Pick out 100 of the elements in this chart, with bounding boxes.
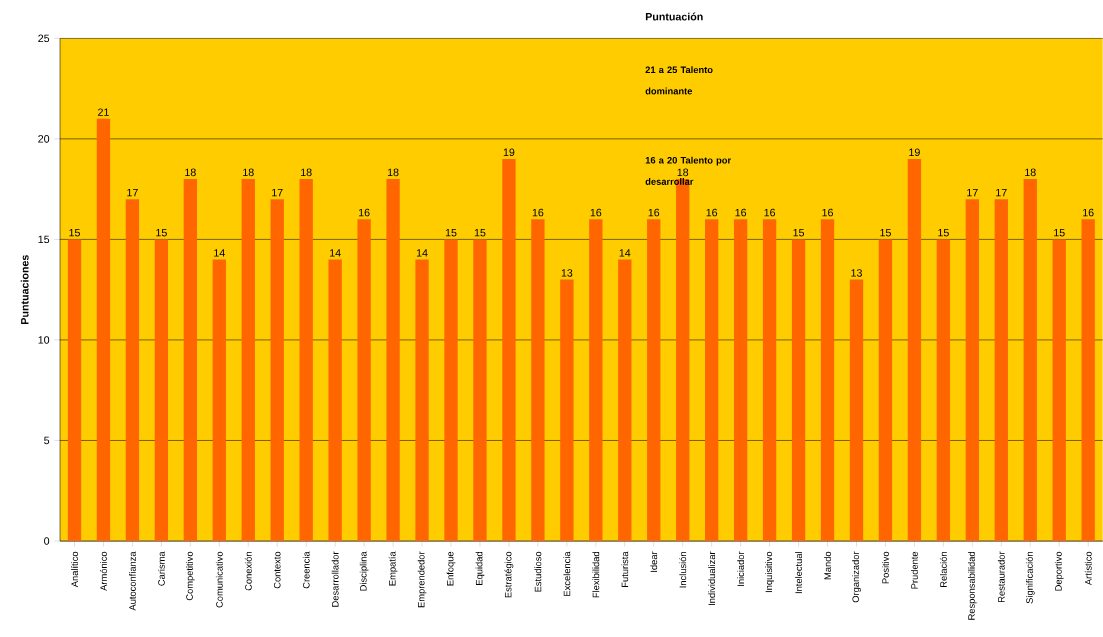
data-label: 18 <box>387 168 399 177</box>
x-tick-label: Autoconfianza <box>128 551 136 611</box>
y-tick-label: 25 <box>38 34 50 43</box>
bar <box>849 279 864 541</box>
x-tick-label: Responsabilidad <box>967 552 977 620</box>
y-tick-label: 15 <box>38 235 50 244</box>
bar <box>415 259 429 541</box>
x-tick-label: Empatía <box>388 551 398 586</box>
x-tick-label: Significación <box>1025 552 1035 604</box>
x-tick-label: Conexión <box>244 552 252 591</box>
data-label: 14 <box>416 249 428 257</box>
data-label: 15 <box>445 229 457 237</box>
data-label: 15 <box>69 229 80 237</box>
data-label: 16 <box>648 208 660 217</box>
data-label: 18 <box>1025 168 1036 177</box>
bar <box>994 199 1008 541</box>
bar <box>560 279 574 541</box>
data-label: 15 <box>938 229 949 237</box>
data-label: 14 <box>619 249 631 257</box>
data-label: 13 <box>561 269 573 277</box>
x-tick-label: Flexibilidad <box>592 552 600 598</box>
data-label: 17 <box>272 188 283 197</box>
data-label: 17 <box>967 188 978 197</box>
data-label: 15 <box>474 229 486 237</box>
x-tick-label: Analítico <box>71 551 78 588</box>
x-tick-label: Desarrollador <box>331 551 339 607</box>
bar <box>328 259 342 541</box>
data-label: 14 <box>330 249 341 257</box>
bar <box>125 199 140 541</box>
x-tick-label: Deportivo <box>1054 551 1064 591</box>
data-label: 15 <box>156 229 167 237</box>
data-label: 18 <box>677 168 689 177</box>
x-tick-label: Estratégico <box>504 551 514 598</box>
y-tick-label: 20 <box>38 135 50 143</box>
data-label: 13 <box>851 269 862 277</box>
bar <box>96 118 111 541</box>
data-label: 14 <box>214 249 225 257</box>
bar <box>473 239 487 541</box>
data-label: 16 <box>1083 208 1094 217</box>
x-tick-label: Mando <box>824 551 831 580</box>
x-tick-label: Organizador <box>852 551 861 603</box>
bar <box>357 219 371 541</box>
bar <box>907 158 922 541</box>
x-tick-label: Comunicativo <box>215 551 223 608</box>
bar <box>212 259 226 541</box>
bar <box>965 199 979 541</box>
bar <box>386 179 400 541</box>
bar <box>154 239 169 541</box>
y-tick-label: 5 <box>44 436 50 445</box>
x-tick-label: Restaurador <box>997 551 1005 602</box>
bar <box>936 239 951 541</box>
x-tick-label: Iniciador <box>737 551 745 586</box>
x-tick-label: Inclusión <box>679 552 687 588</box>
x-tick-label: Intelectual <box>795 552 802 594</box>
data-label: 18 <box>301 168 312 177</box>
x-tick-label: Armónico <box>99 551 107 591</box>
x-tick-label: Futurista <box>621 551 629 587</box>
bar <box>241 179 255 541</box>
y-tick-label: 0 <box>44 537 50 545</box>
x-tick-label: Creencia <box>302 551 310 589</box>
text: 16 a 20 Talento por <box>645 156 731 166</box>
x-tick-label: Individualizar <box>708 551 716 606</box>
bar <box>1023 179 1037 541</box>
bar <box>502 158 516 541</box>
data-label: 15 <box>880 229 891 237</box>
data-label: 16 <box>822 208 833 217</box>
bar <box>531 219 545 541</box>
data-label: 18 <box>243 168 254 177</box>
data-label: 16 <box>764 208 776 217</box>
data-label: 15 <box>1054 229 1065 237</box>
x-tick-label: Excelencia <box>563 551 571 596</box>
data-label: 16 <box>532 208 544 217</box>
data-label: 19 <box>503 148 515 157</box>
x-tick-label: Competitivo <box>186 551 195 601</box>
text: Puntuación <box>645 12 703 21</box>
x-tick-label: Carisma <box>157 551 165 586</box>
bar <box>444 239 458 541</box>
x-tick-label: Prudente <box>910 551 918 589</box>
x-tick-label: Disciplina <box>359 551 369 591</box>
bar <box>1081 219 1095 541</box>
x-tick-label: Inquisitivo <box>765 551 774 593</box>
bar <box>733 219 748 541</box>
data-label: 16 <box>359 208 370 217</box>
bar <box>67 239 82 541</box>
bar <box>299 179 313 541</box>
x-tick-label: Enfoque <box>446 551 456 586</box>
x-tick-label: Positivo <box>882 551 889 584</box>
x-tick-label: Estudioso <box>534 551 542 592</box>
data-label: 18 <box>185 168 196 177</box>
data-label: 16 <box>590 208 602 217</box>
x-tick-label: Relación <box>939 552 947 587</box>
bar <box>647 219 661 541</box>
bar <box>791 239 806 541</box>
x-tick-label: Contexto <box>273 551 281 589</box>
data-label: 19 <box>909 148 920 157</box>
bar <box>618 259 632 541</box>
bar <box>762 219 777 541</box>
bar <box>183 179 197 541</box>
x-tick-label: Emprendedor <box>417 551 427 608</box>
data-label: 17 <box>996 188 1007 197</box>
